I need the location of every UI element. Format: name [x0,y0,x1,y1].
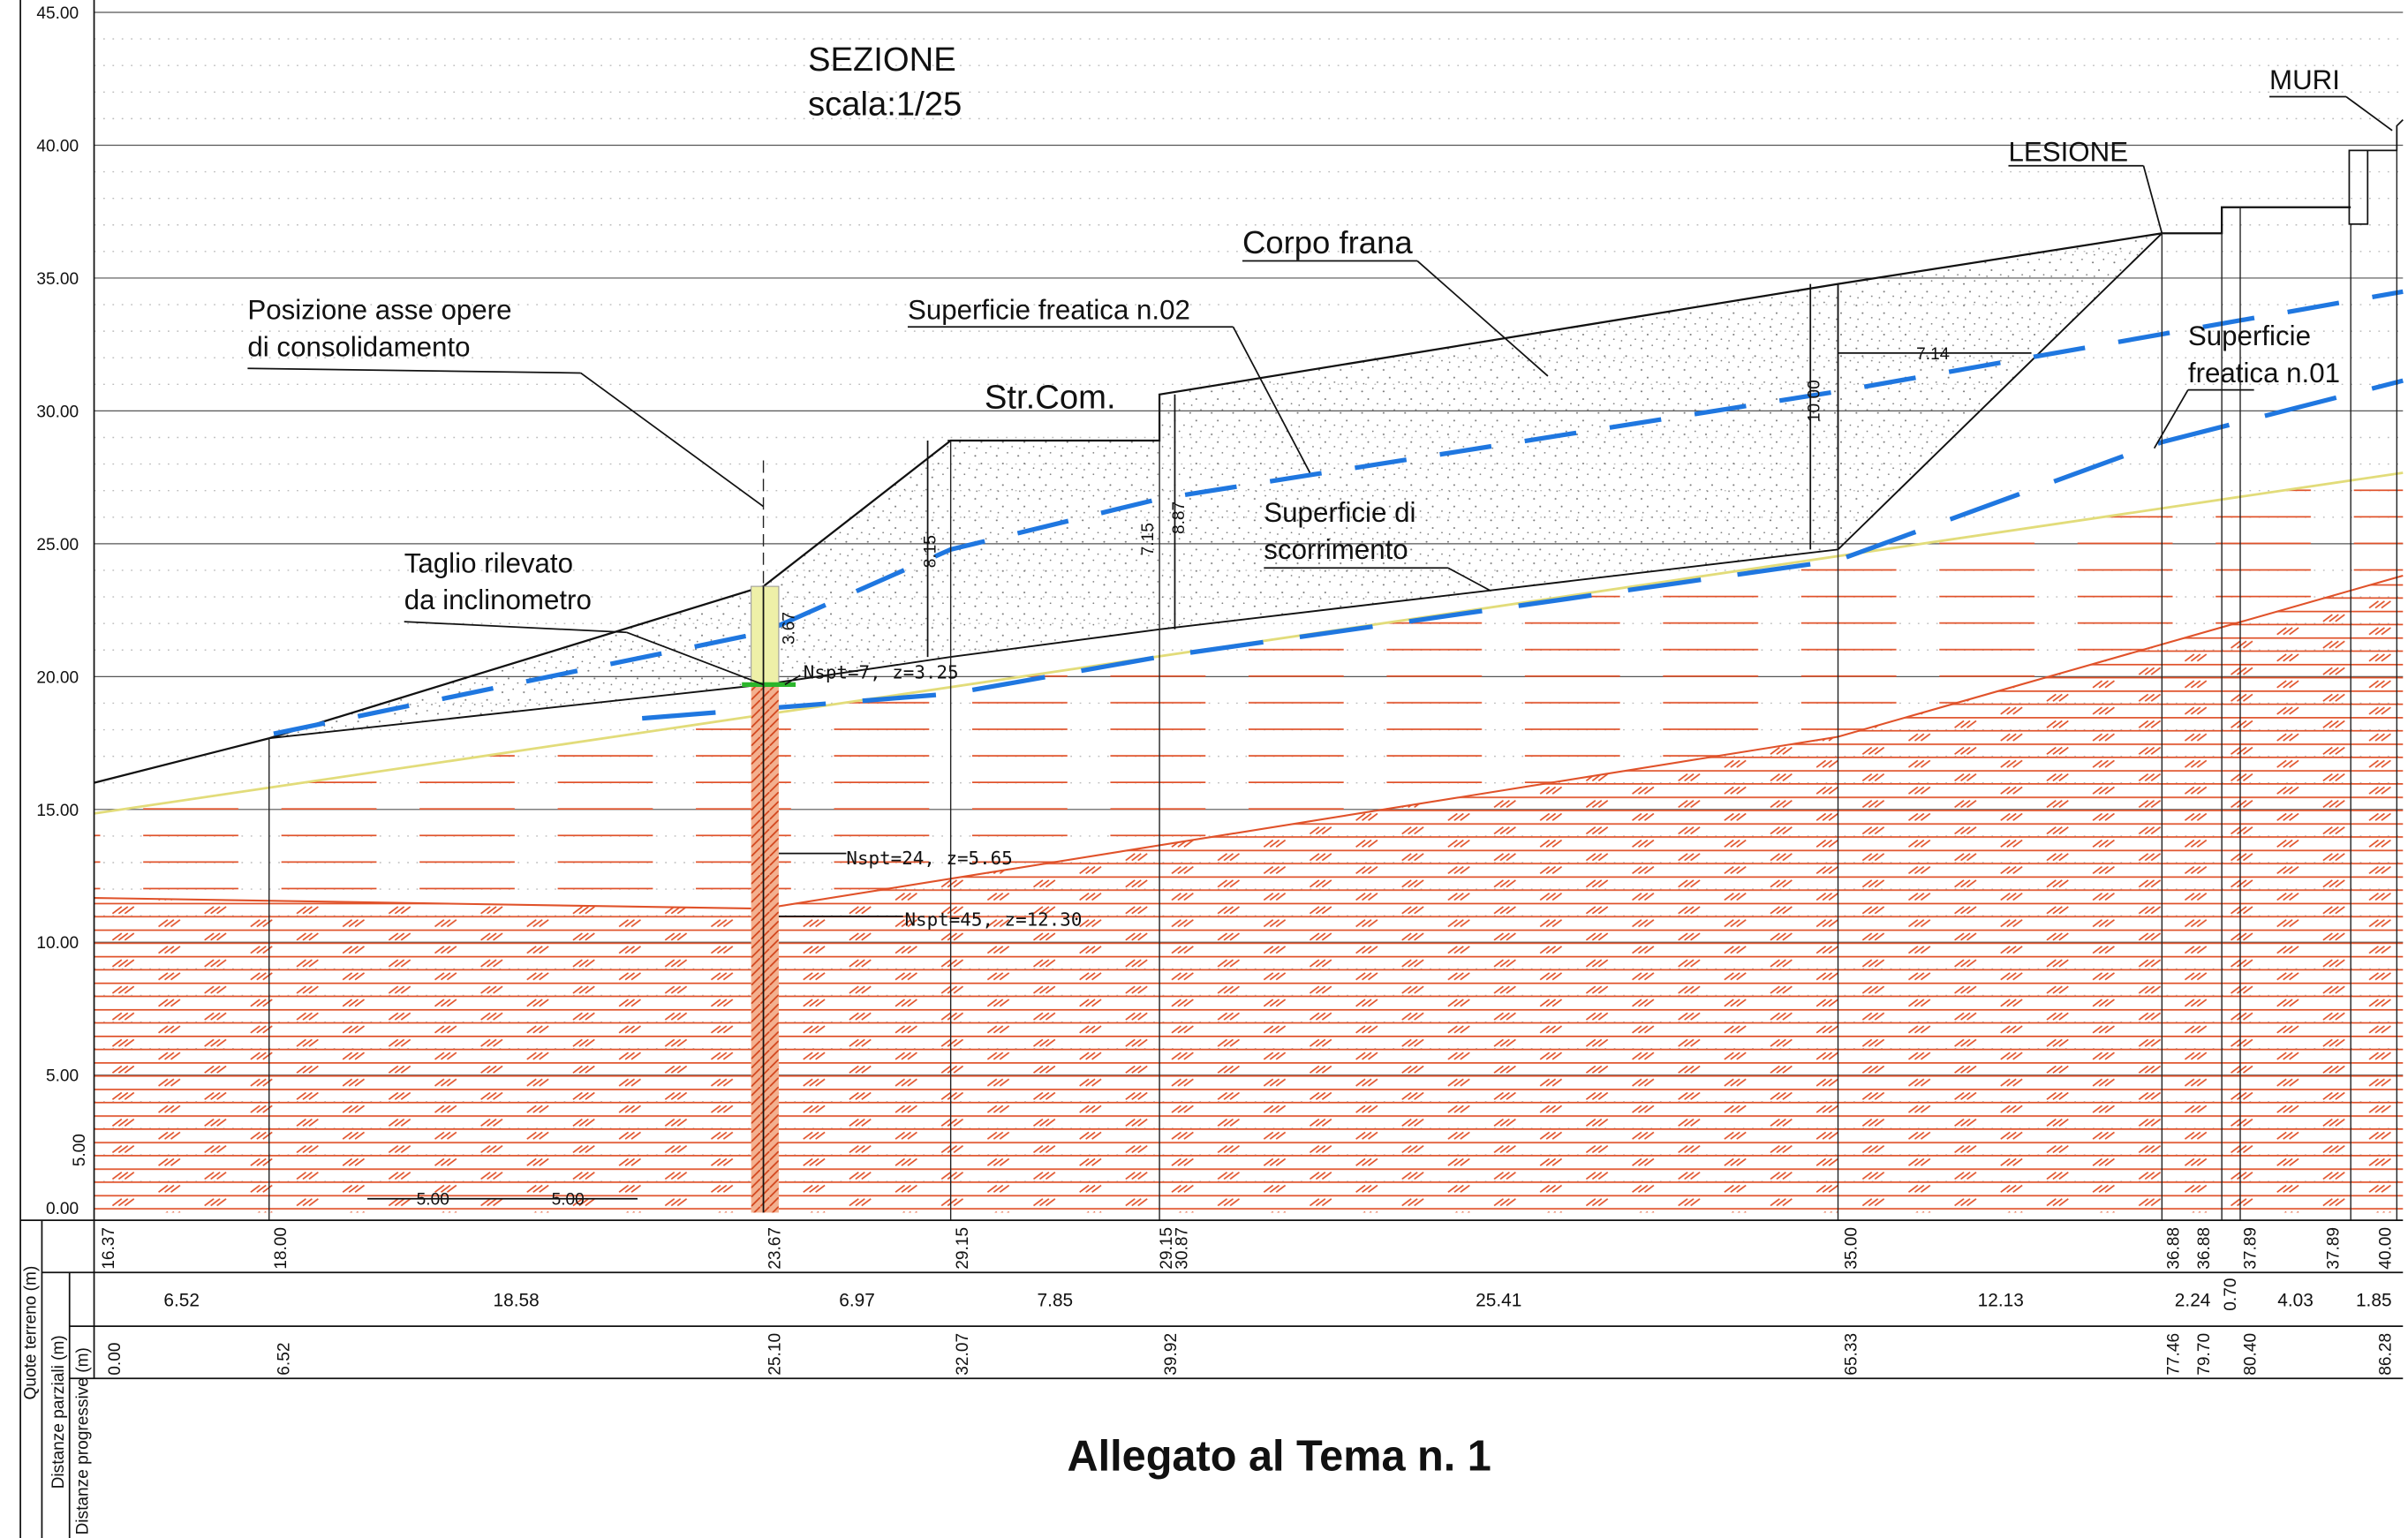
water-table-1 [641,378,2404,721]
footer: Allegato al Tema n. 1 [1067,1433,1491,1481]
annotation: Corpo frana [1242,224,1413,260]
partial: 4.03 [2277,1290,2314,1310]
dimension-label: 7.14 [1916,345,1950,364]
progressive: 77.46 [2164,1333,2183,1376]
partial: 6.52 [163,1290,200,1310]
soil-hatched [94,575,2404,1213]
progressive: 79.70 [2195,1333,2214,1376]
landslide-body [268,233,2163,739]
water-table-2 [273,289,2404,736]
quote: 35.00 [1842,1227,1861,1270]
quote: 36.88 [2195,1227,2214,1270]
leaders [247,95,2393,1213]
nspt-label: Nspt=24, z=5.65 [846,848,1012,869]
quote: 40.00 [2376,1227,2395,1270]
wall-top [2367,118,2404,152]
quote: 37.89 [2324,1227,2343,1270]
row-label: Quote terreno (m) [21,1266,40,1400]
elevation-label: 20.00 [36,668,79,687]
elevation-label: 35.00 [36,270,79,289]
progressive: 86.28 [2376,1333,2395,1376]
elevation-label: 30.00 [36,403,79,421]
elevation-label: 5.00 [46,1067,79,1086]
elevation-label: 0.00 [46,1200,79,1218]
quote: 18.00 [272,1227,291,1270]
dimension-label: 7.15 [1139,523,1158,555]
progressive: 0.00 [106,1343,125,1376]
quote: 29.15 [954,1227,972,1270]
quote: 16.37 [100,1227,118,1270]
scale: scala:1/25 [808,85,962,123]
quote: 29.15 [1158,1227,1176,1270]
elevation-label: 15.00 [36,802,79,820]
dimension-label: 8.15 [921,535,940,568]
elevation-label: 45.00 [36,4,79,23]
slip-surface [268,232,2163,740]
partial: 25.41 [1476,1290,1521,1310]
annotation: Posizione asse opere [247,295,511,326]
title: SEZIONE [808,41,956,79]
annotation: da inclinometro [404,584,592,615]
dimension-label: 5.00 [417,1191,449,1210]
partial: 7.85 [1038,1290,1074,1310]
annotation: di consolidamento [247,331,470,362]
progressive: 6.52 [275,1343,293,1376]
progressive: 32.07 [954,1333,972,1376]
annotation: LESIONE [2008,137,2128,168]
partial: 12.13 [1978,1290,2024,1310]
partial: 18.58 [494,1290,540,1310]
quote: 30.87 [1173,1227,1191,1270]
dimension-label: 5.00 [552,1191,585,1210]
quote: 37.89 [2241,1227,2260,1270]
annotation: Superficie [2188,320,2311,351]
nspt-label: Nspt=7, z=3.25 [804,661,959,682]
wall [2348,149,2369,225]
dimension-label: 8.87 [1170,501,1189,534]
annotation: MURI [2269,64,2340,95]
labels: 45.00 40.00 35.00 30.00 25.00 20.00 15.00 10.00… [21,4,2395,1535]
dimension-label: 5.00 [71,1134,89,1166]
partial: 2.24 [2175,1290,2211,1310]
progressive: 39.92 [1162,1333,1181,1376]
partial: 0.70 [2222,1278,2240,1310]
borehole [751,684,779,1213]
dimension-label: 10.00 [1806,380,1824,422]
partial: 1.85 [2356,1290,2392,1310]
quote: 36.88 [2164,1227,2183,1270]
row-label: Distanze parziali (m) [49,1335,68,1489]
elevation-label: 25.00 [36,536,79,554]
soil-dashed [94,472,2404,909]
row-label: Distanze progressive (m) [74,1347,93,1534]
annotation: scorrimento [1264,534,1408,565]
annotation: Str.Com. [985,378,1116,416]
partial: 6.97 [839,1290,875,1310]
annotation: Superficie freatica n.02 [908,295,1190,326]
annotation: Taglio rilevato [404,547,573,578]
annotation: Superficie di [1264,497,1415,528]
annotation: freatica n.01 [2188,358,2340,388]
table-frame [19,0,2404,1538]
nspt-label: Nspt=45, z=12.30 [904,908,1082,930]
progressive: 80.40 [2241,1333,2260,1376]
dimension-label: 3.67 [780,612,798,645]
borehole-top [751,585,780,685]
progressive: 25.10 [766,1333,785,1376]
elevation-label: 40.00 [36,137,79,155]
elevation-label: 10.00 [36,934,79,953]
progressive: 65.33 [1842,1333,1861,1376]
quote: 23.67 [766,1227,785,1270]
soil-boundary [94,574,2404,910]
